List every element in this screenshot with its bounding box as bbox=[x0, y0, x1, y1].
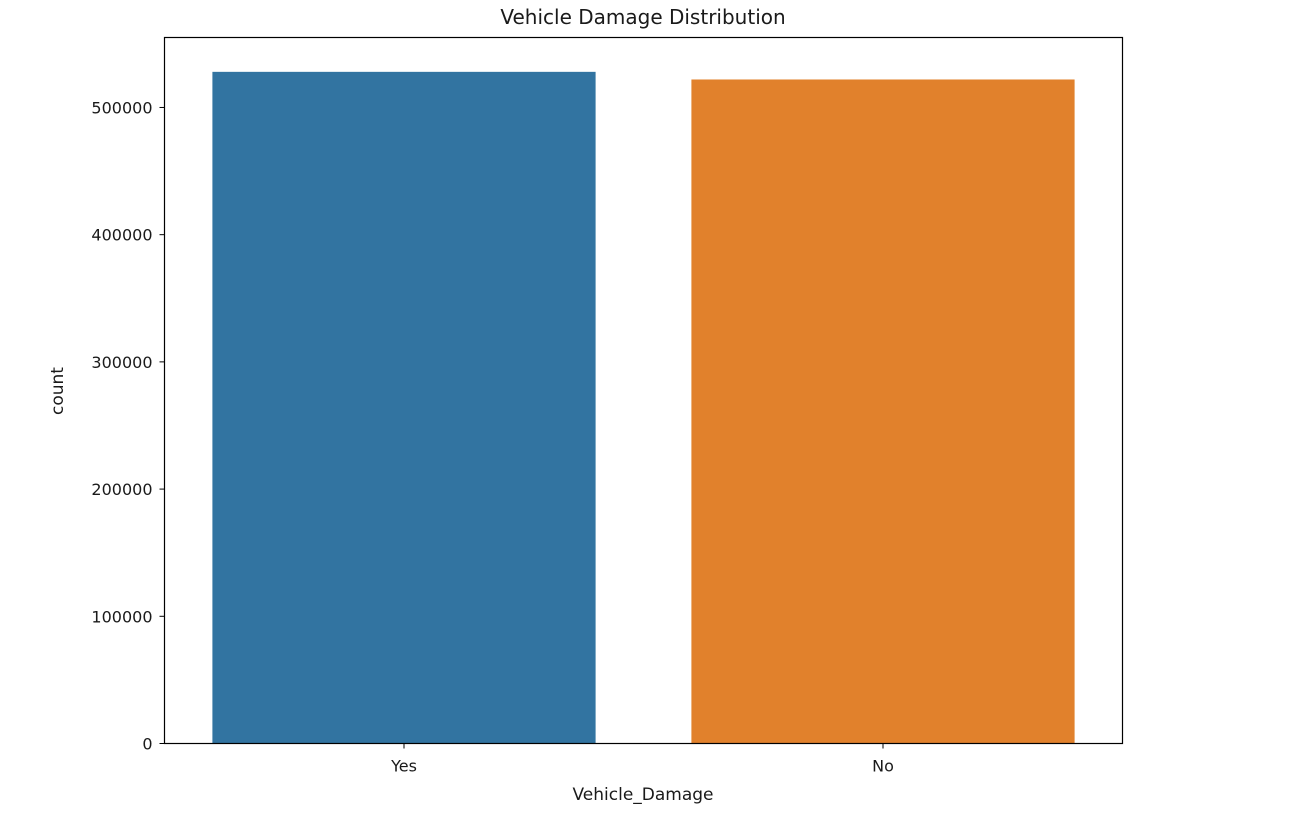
bar-no bbox=[691, 79, 1075, 744]
x-tick-label: No bbox=[872, 757, 894, 776]
x-axis-ticks: Yes No bbox=[390, 743, 894, 776]
y-tick-label: 100000 bbox=[91, 607, 152, 626]
y-axis-label: count bbox=[48, 367, 68, 415]
y-tick-label: 0 bbox=[142, 735, 152, 754]
plot-area-frame bbox=[163, 36, 1124, 745]
chart-title: Vehicle Damage Distribution bbox=[500, 5, 785, 29]
x-axis-label: Vehicle_Damage bbox=[572, 785, 713, 805]
y-tick-label: 500000 bbox=[91, 98, 152, 117]
y-tick-label: 400000 bbox=[91, 226, 152, 245]
x-tick-label: Yes bbox=[390, 757, 417, 776]
y-tick-label: 200000 bbox=[91, 480, 152, 499]
bars-layer bbox=[212, 71, 1075, 744]
y-tick-label: 300000 bbox=[91, 353, 152, 372]
y-axis-ticks: 0 100000 200000 300000 400000 500000 bbox=[91, 98, 165, 754]
bar-yes bbox=[212, 71, 596, 744]
